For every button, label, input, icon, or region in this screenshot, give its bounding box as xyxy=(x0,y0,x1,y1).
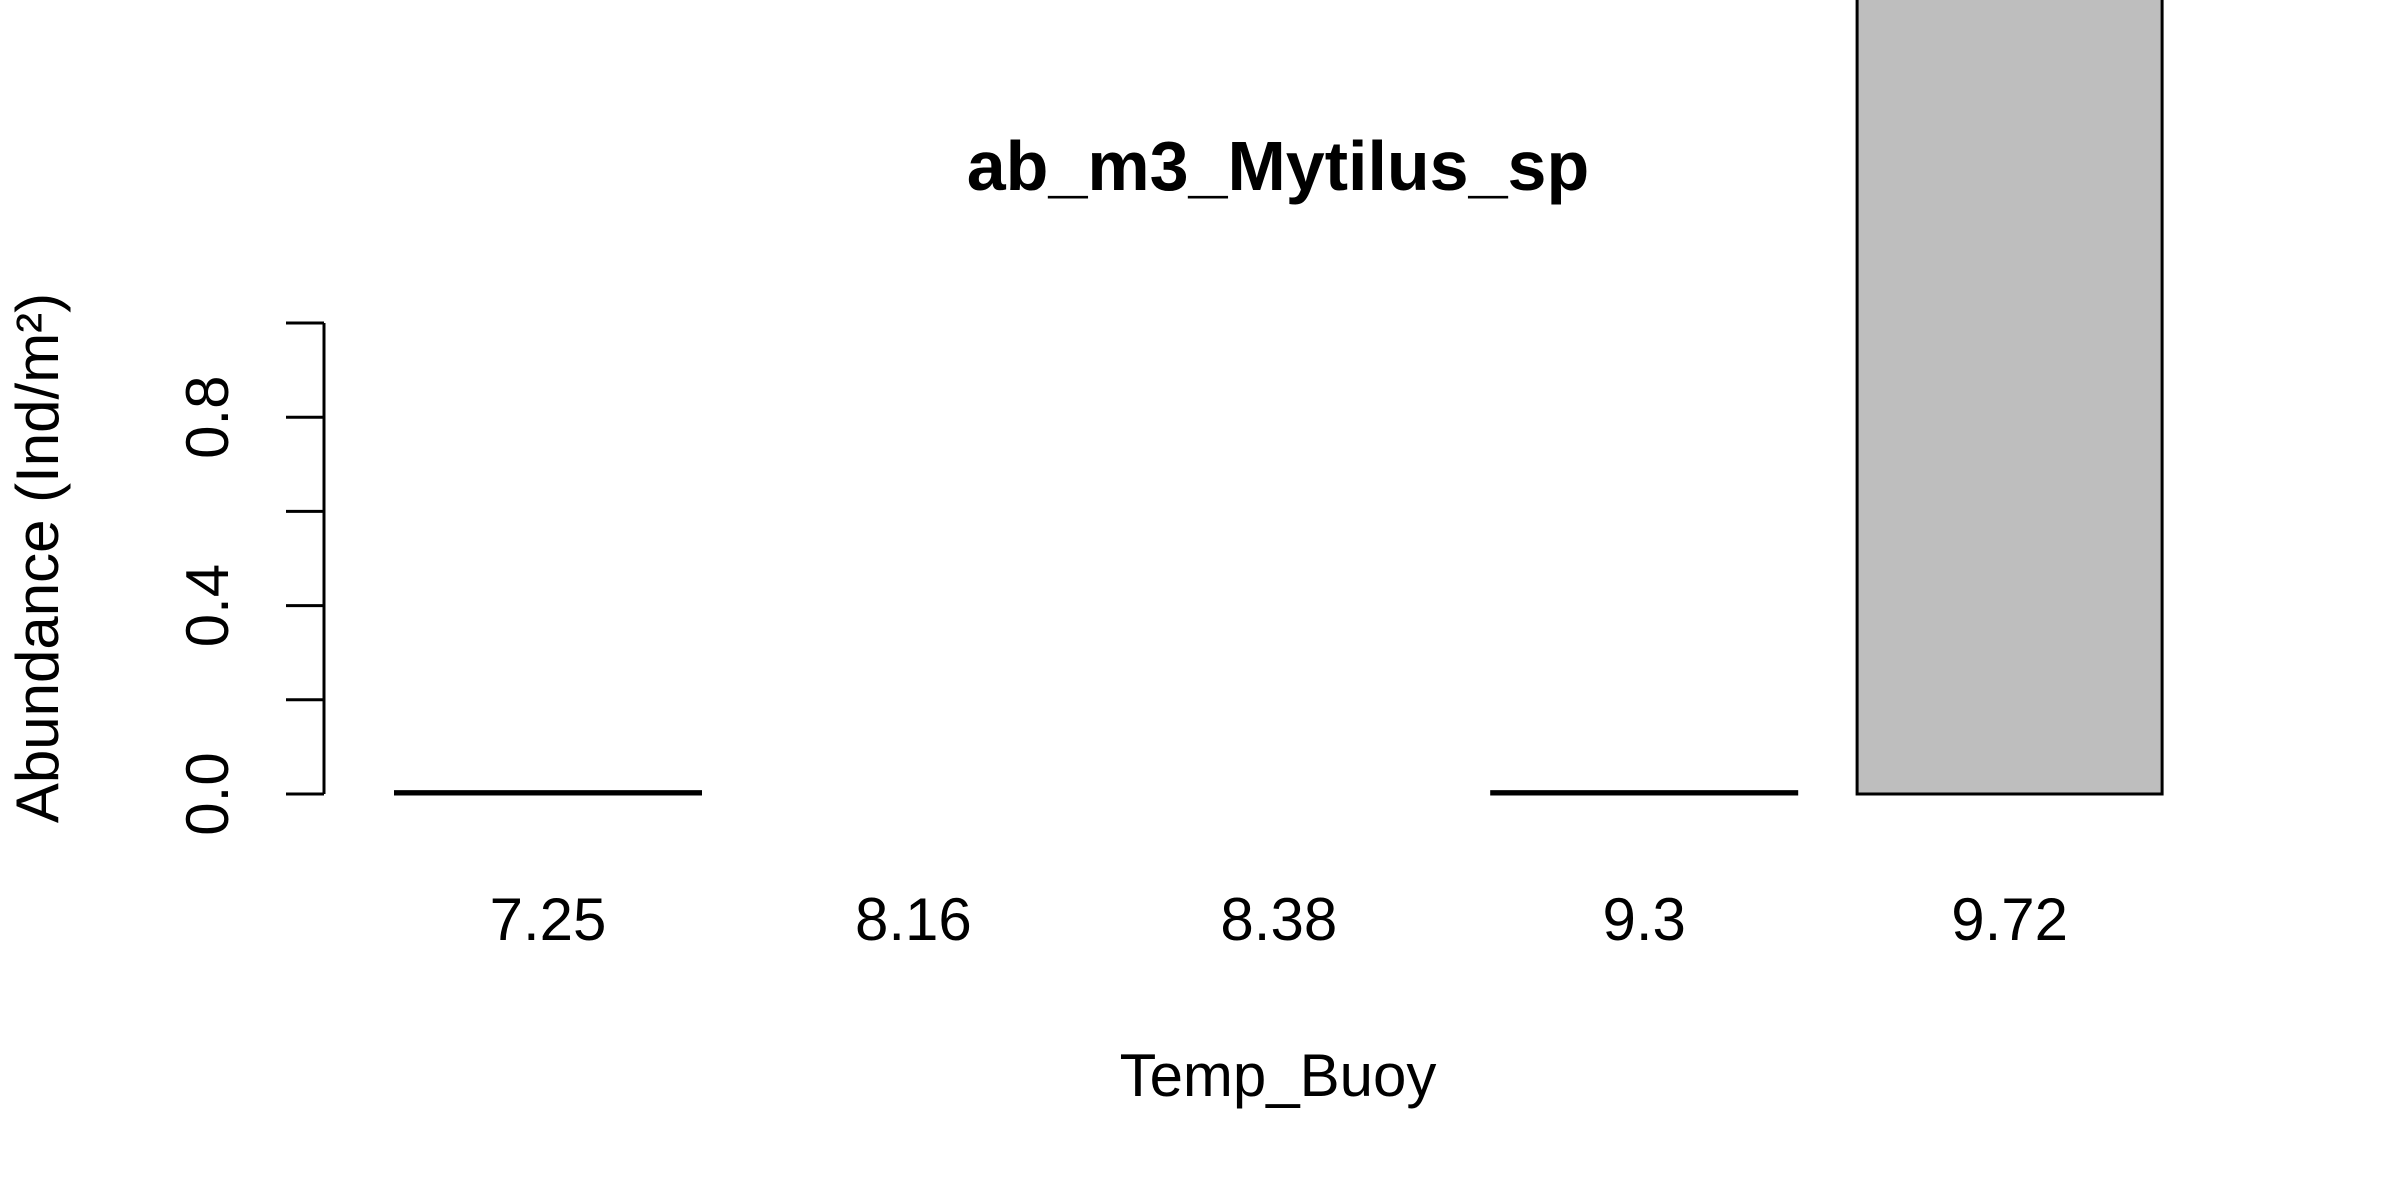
y-tick-label: 0.0 xyxy=(174,752,241,835)
x-axis-title: Temp_Buoy xyxy=(1120,1042,1437,1109)
y-tick-label: 0.4 xyxy=(174,564,241,647)
y-tick-label: 0.8 xyxy=(174,375,241,458)
x-tick-label: 8.16 xyxy=(855,886,972,953)
bar xyxy=(1490,790,1799,796)
x-tick-label: 7.25 xyxy=(490,886,607,953)
bar xyxy=(394,790,702,796)
x-tick-label: 8.38 xyxy=(1220,886,1337,953)
x-tick-label: 9.3 xyxy=(1602,886,1685,953)
x-tick-label: 9.72 xyxy=(1951,886,2068,953)
bar xyxy=(1855,0,2164,796)
y-axis-title: Abundance (Ind/m²) xyxy=(4,293,71,823)
chart-title: ab_m3_Mytilus_sp xyxy=(967,127,1589,205)
